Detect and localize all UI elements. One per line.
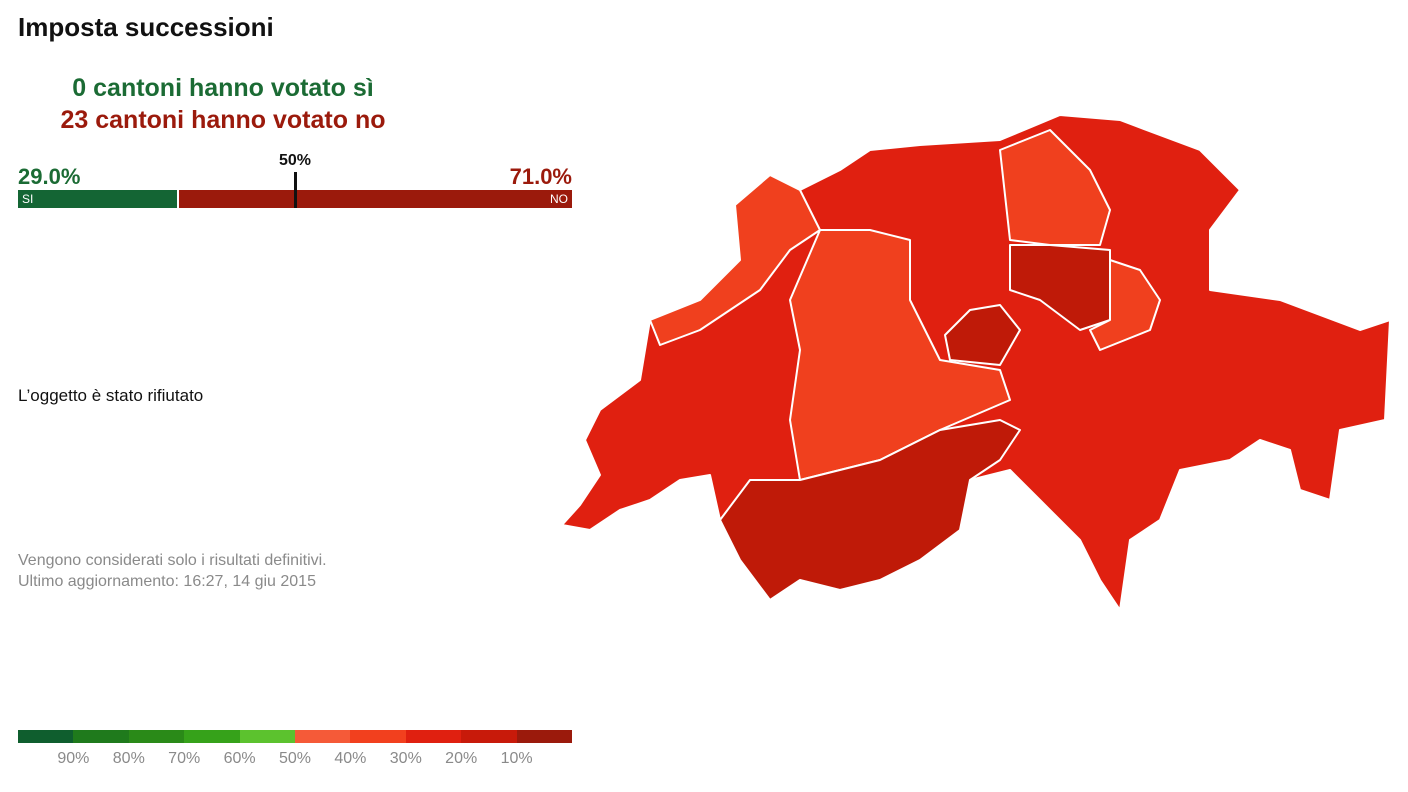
legend-label: 40% [334, 750, 367, 767]
canton [1089, 259, 1161, 351]
status: L’oggetto è stato rifiutato [18, 386, 204, 405]
majority-label: 50% [278, 152, 312, 169]
legend-label: 30% [389, 750, 422, 767]
legend-label: 70% [168, 750, 201, 767]
canton [1009, 244, 1111, 331]
legend-swatch [516, 730, 573, 743]
legend-swatch [350, 730, 406, 743]
canton [649, 174, 821, 346]
canton [944, 304, 1021, 366]
canton [999, 129, 1111, 246]
legend-swatch [18, 730, 74, 743]
legend-labels: 90% 80% 70% 60% 50% 40% 30% 20% 10% [18, 750, 572, 770]
majority-marker [294, 172, 297, 208]
legend-label: 20% [445, 750, 478, 767]
note: Ultimo aggiornamento: 16:27, 14 giu 2015 [18, 573, 316, 590]
yes-count: 0 cantoni hanno votato sì [72, 74, 374, 102]
legend-swatch [73, 730, 129, 743]
legend-swatch [405, 730, 462, 743]
yes-bar [18, 190, 179, 208]
note: Vengono considerati solo i risultati def… [18, 552, 327, 569]
canton [719, 419, 1021, 601]
legend-swatch [461, 730, 517, 743]
legend-label: 90% [57, 750, 90, 767]
yes-label: SI [22, 192, 34, 206]
title: Imposta successioni [18, 12, 274, 42]
legend-label: 10% [500, 750, 533, 767]
no-count: 23 cantoni hanno votato no [60, 106, 386, 134]
no-label: NO [550, 192, 568, 206]
yes-percent: 29.0% [18, 164, 81, 189]
legend-label: 50% [278, 750, 312, 767]
legend-swatch [295, 730, 351, 743]
legend-label: 80% [112, 750, 145, 767]
legend-swatch [184, 730, 240, 743]
legend [18, 730, 573, 743]
legend-swatch [128, 730, 185, 743]
legend-label: 60% [223, 750, 256, 767]
map [561, 114, 1391, 611]
canton [789, 229, 1011, 481]
legend-swatch [239, 730, 296, 743]
no-percent: 71.0% [509, 164, 572, 189]
result-bar: SI NO 50% [18, 152, 572, 208]
